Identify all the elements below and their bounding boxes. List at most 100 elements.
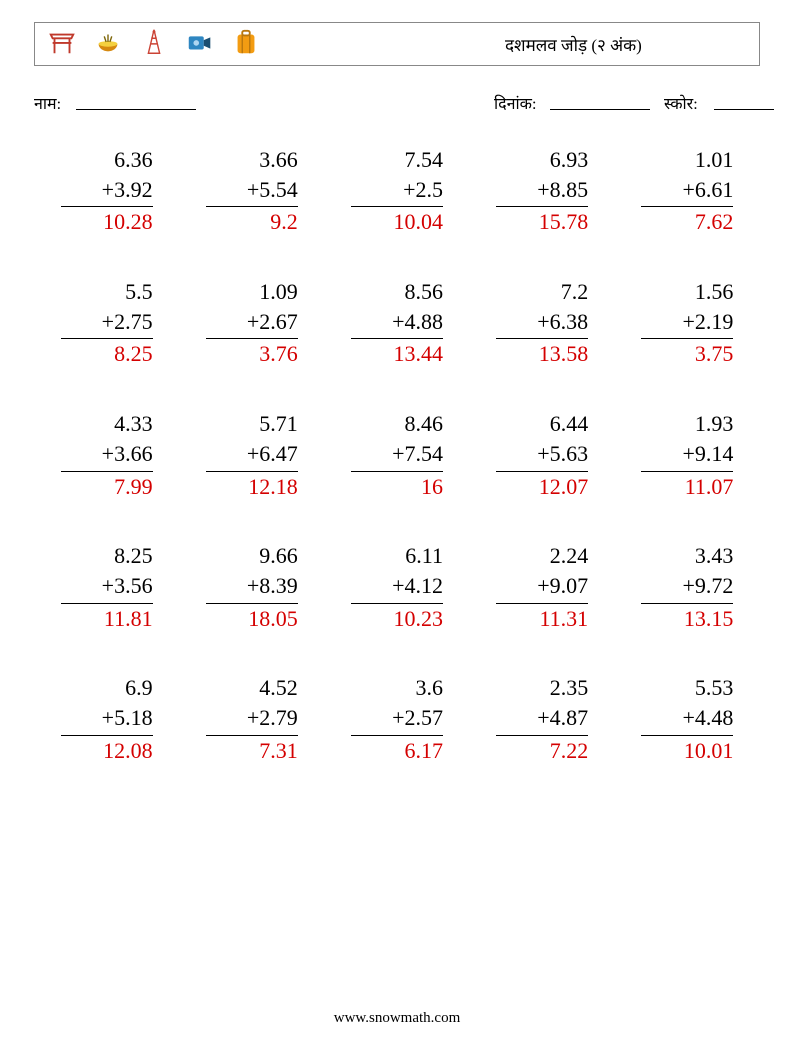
- operand-a: 2.24: [496, 541, 588, 571]
- operand-a: 3.6: [351, 673, 443, 703]
- problem-10: 1.56+2.193.75: [615, 277, 760, 369]
- operand-b: +3.92: [61, 175, 153, 205]
- problem-23: 3.6+2.576.17: [324, 673, 469, 765]
- header-icons: [35, 27, 261, 62]
- problem-17: 9.66+8.3918.05: [179, 541, 324, 633]
- operand-a: 9.66: [206, 541, 298, 571]
- answer: 7.31: [206, 736, 298, 766]
- operand-a: 6.9: [61, 673, 153, 703]
- tower-icon: [139, 27, 169, 62]
- answer: 7.22: [496, 736, 588, 766]
- operand-b: +8.85: [496, 175, 588, 205]
- problem-15: 1.93+9.1411.07: [615, 409, 760, 501]
- answer: 13.44: [351, 339, 443, 369]
- torii-gate-icon: [47, 27, 77, 62]
- problem-24: 2.35+4.877.22: [470, 673, 615, 765]
- operand-a: 7.2: [496, 277, 588, 307]
- problem-8: 8.56+4.8813.44: [324, 277, 469, 369]
- answer: 9.2: [206, 207, 298, 237]
- operand-b: +2.19: [641, 307, 733, 337]
- operand-a: 1.01: [641, 145, 733, 175]
- answer: 7.99: [61, 472, 153, 502]
- operand-b: +4.88: [351, 307, 443, 337]
- operand-b: +2.79: [206, 703, 298, 733]
- bowl-icon: [93, 27, 123, 62]
- answer: 3.76: [206, 339, 298, 369]
- problem-13: 8.46+7.5416: [324, 409, 469, 501]
- operand-b: +2.67: [206, 307, 298, 337]
- operand-b: +6.61: [641, 175, 733, 205]
- camera-icon: [185, 27, 215, 62]
- operand-a: 1.09: [206, 277, 298, 307]
- operand-a: 6.36: [61, 145, 153, 175]
- answer: 3.75: [641, 339, 733, 369]
- operand-a: 1.93: [641, 409, 733, 439]
- answer: 12.07: [496, 472, 588, 502]
- operand-a: 5.53: [641, 673, 733, 703]
- header-box: दशमलव जोड़ (२ अंक): [34, 22, 760, 66]
- operand-b: +9.72: [641, 571, 733, 601]
- answer: 12.08: [61, 736, 153, 766]
- score-blank-line: [714, 109, 774, 110]
- operand-a: 8.46: [351, 409, 443, 439]
- problem-22: 4.52+2.797.31: [179, 673, 324, 765]
- answer: 15.78: [496, 207, 588, 237]
- problem-20: 3.43+9.7213.15: [615, 541, 760, 633]
- problem-1: 6.36+3.9210.28: [34, 145, 179, 237]
- problems-grid: 6.36+3.9210.28 3.66+5.549.2 7.54+2.510.04 6…: [34, 145, 760, 765]
- operand-b: +5.63: [496, 439, 588, 469]
- answer: 8.25: [61, 339, 153, 369]
- operand-a: 5.5: [61, 277, 153, 307]
- operand-a: 8.56: [351, 277, 443, 307]
- date-label: दिनांक:: [494, 92, 536, 114]
- operand-a: 3.66: [206, 145, 298, 175]
- answer: 6.17: [351, 736, 443, 766]
- answer: 10.04: [351, 207, 443, 237]
- answer: 18.05: [206, 604, 298, 634]
- operand-b: +9.14: [641, 439, 733, 469]
- operand-b: +4.12: [351, 571, 443, 601]
- operand-a: 3.43: [641, 541, 733, 571]
- operand-a: 6.11: [351, 541, 443, 571]
- operand-a: 6.93: [496, 145, 588, 175]
- score-label: स्कोर:: [664, 92, 698, 114]
- problem-4: 6.93+8.8515.78: [470, 145, 615, 237]
- worksheet-title: दशमलव जोड़ (२ अंक): [505, 33, 642, 56]
- name-label: नाम:: [34, 92, 61, 114]
- operand-b: +5.54: [206, 175, 298, 205]
- answer: 11.31: [496, 604, 588, 634]
- footer-url: www.snowmath.com: [0, 1010, 794, 1027]
- operand-a: 4.52: [206, 673, 298, 703]
- answer: 10.28: [61, 207, 153, 237]
- operand-b: +8.39: [206, 571, 298, 601]
- operand-b: +7.54: [351, 439, 443, 469]
- problem-16: 8.25+3.5611.81: [34, 541, 179, 633]
- problem-9: 7.2+6.3813.58: [470, 277, 615, 369]
- problem-21: 6.9+5.1812.08: [34, 673, 179, 765]
- problem-6: 5.5+2.758.25: [34, 277, 179, 369]
- operand-b: +3.66: [61, 439, 153, 469]
- operand-b: +2.5: [351, 175, 443, 205]
- problem-11: 4.33+3.667.99: [34, 409, 179, 501]
- problem-7: 1.09+2.673.76: [179, 277, 324, 369]
- name-blank-line: [76, 109, 196, 110]
- answer: 11.81: [61, 604, 153, 634]
- problem-18: 6.11+4.1210.23: [324, 541, 469, 633]
- operand-b: +3.56: [61, 571, 153, 601]
- operand-b: +6.38: [496, 307, 588, 337]
- answer: 13.58: [496, 339, 588, 369]
- operand-b: +2.75: [61, 307, 153, 337]
- answer: 10.23: [351, 604, 443, 634]
- suitcase-icon: [231, 27, 261, 62]
- operand-a: 7.54: [351, 145, 443, 175]
- operand-b: +4.87: [496, 703, 588, 733]
- problem-12: 5.71+6.4712.18: [179, 409, 324, 501]
- operand-b: +5.18: [61, 703, 153, 733]
- date-blank-line: [550, 109, 650, 110]
- operand-a: 4.33: [61, 409, 153, 439]
- problem-25: 5.53+4.4810.01: [615, 673, 760, 765]
- answer: 16: [351, 472, 443, 502]
- operand-a: 6.44: [496, 409, 588, 439]
- operand-b: +6.47: [206, 439, 298, 469]
- operand-a: 8.25: [61, 541, 153, 571]
